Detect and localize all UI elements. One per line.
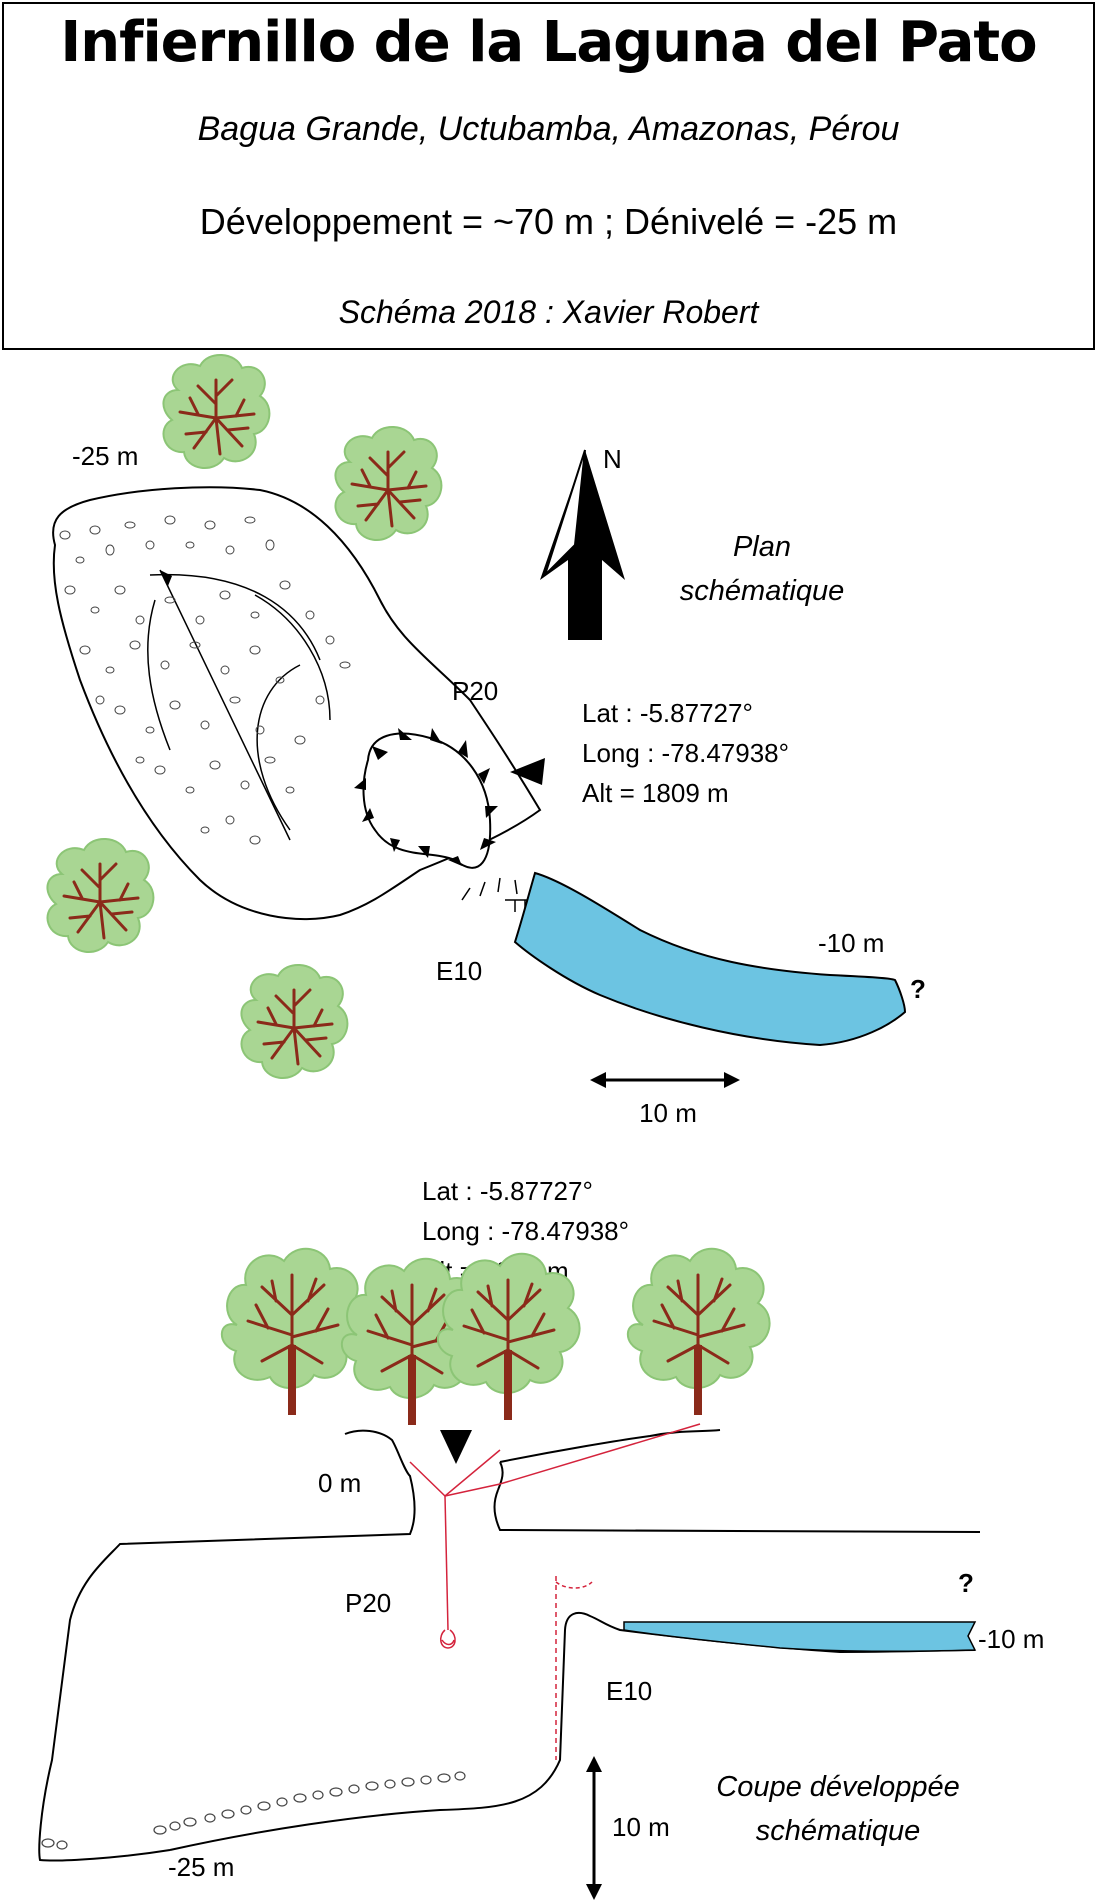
north-arrow-icon: N: [540, 444, 625, 640]
north-label: N: [603, 444, 622, 474]
plan-pit-label: P20: [452, 676, 498, 706]
section-depth-entrance: 0 m: [318, 1468, 361, 1498]
plan-depth-lake: -10 m: [818, 928, 884, 958]
plan-title-2: schématique: [680, 575, 844, 607]
plan-entrance-marker: [510, 758, 545, 785]
author-credit: Schéma 2018 : Xavier Robert: [338, 294, 759, 330]
plan-bush-1: [161, 353, 271, 470]
section-title-2: schématique: [756, 1815, 920, 1847]
section-surface-right: [493, 1429, 981, 1533]
section-entrance-marker: [440, 1430, 472, 1464]
section-question: ?: [958, 1568, 974, 1598]
plan-view: N 10 m Plan schématique -25 m P20 E10 -1…: [45, 353, 926, 1128]
plan-boulders: [59, 515, 351, 845]
section-pit-label: P20: [345, 1588, 391, 1618]
section-tree-4: [626, 1247, 772, 1417]
section-rope: [409, 1423, 701, 1760]
plan-bush-3: [45, 837, 155, 954]
plan-bush-4: [239, 963, 349, 1080]
plan-lat: Lat : -5.87727°: [582, 698, 753, 728]
cave-stats: Développement = ~70 m ; Dénivelé = -25 m: [199, 201, 898, 242]
section-depth-bottom: -25 m: [168, 1852, 234, 1882]
plan-question: ?: [910, 974, 926, 1004]
plan-cave-outline: [52, 486, 542, 921]
plan-scale-label: 10 m: [639, 1098, 697, 1128]
plan-step-label: E10: [436, 956, 482, 986]
section-scale-label: 10 m: [612, 1812, 670, 1842]
plan-shaft: [362, 732, 492, 869]
section-title-1: Coupe développée: [716, 1771, 959, 1803]
section-long: Long : -78.47938°: [422, 1216, 629, 1246]
section-scale-bar: 10 m: [586, 1756, 670, 1900]
location-subtitle: Bagua Grande, Uctubamba, Amazonas, Pérou: [197, 110, 900, 148]
plan-alt: Alt = 1809 m: [582, 778, 729, 808]
section-cave-floor: [169, 1612, 976, 1851]
section-surface-left: [38, 1429, 416, 1862]
plan-shaft-ticks: [354, 728, 498, 866]
title-box: Infiernillo de la Laguna del Pato Bagua …: [2, 2, 1095, 350]
plan-lake: [513, 871, 907, 1047]
plan-title-1: Plan: [733, 531, 791, 563]
plan-scale-bar: 10 m: [590, 1072, 740, 1128]
page-title: Infiernillo de la Laguna del Pato: [60, 10, 1037, 75]
section-view: Lat : -5.87727° Long : -78.47938° Alt = …: [38, 1176, 1044, 1900]
section-lat: Lat : -5.87727°: [422, 1176, 593, 1206]
section-depth-lake: -10 m: [978, 1624, 1044, 1654]
section-boulders: [41, 1771, 466, 1850]
section-lake: [623, 1621, 977, 1653]
plan-long: Long : -78.47938°: [582, 738, 789, 768]
section-step-label: E10: [606, 1676, 652, 1706]
section-tree-1: [220, 1247, 366, 1417]
plan-bush-2: [333, 425, 443, 542]
plan-depth-bottom: -25 m: [72, 441, 138, 471]
